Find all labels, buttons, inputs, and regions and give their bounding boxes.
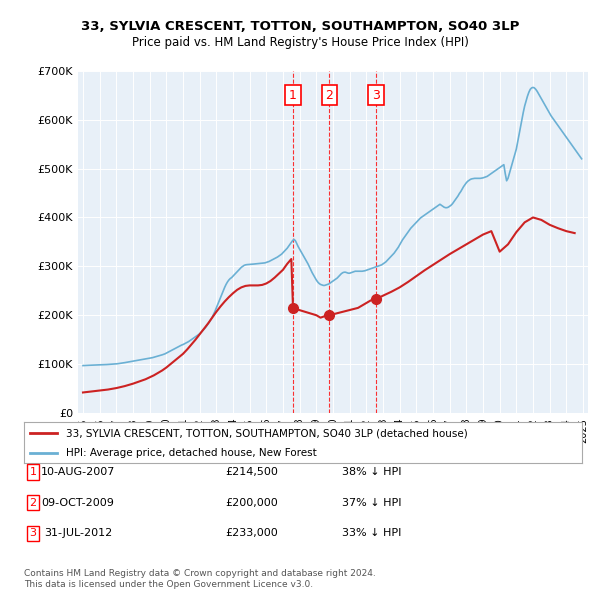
Text: 37% ↓ HPI: 37% ↓ HPI xyxy=(342,498,402,507)
Text: This data is licensed under the Open Government Licence v3.0.: This data is licensed under the Open Gov… xyxy=(24,579,313,589)
Text: 38% ↓ HPI: 38% ↓ HPI xyxy=(342,467,402,477)
Text: Price paid vs. HM Land Registry's House Price Index (HPI): Price paid vs. HM Land Registry's House … xyxy=(131,36,469,49)
Text: 2: 2 xyxy=(325,88,333,101)
Text: 09-OCT-2009: 09-OCT-2009 xyxy=(41,498,115,507)
Text: HPI: Average price, detached house, New Forest: HPI: Average price, detached house, New … xyxy=(66,448,317,458)
Text: £233,000: £233,000 xyxy=(226,529,278,538)
Text: 33% ↓ HPI: 33% ↓ HPI xyxy=(343,529,401,538)
Text: £200,000: £200,000 xyxy=(226,498,278,507)
Text: 2: 2 xyxy=(29,498,37,507)
Text: 10-AUG-2007: 10-AUG-2007 xyxy=(41,467,115,477)
Text: 3: 3 xyxy=(29,529,37,538)
Text: Contains HM Land Registry data © Crown copyright and database right 2024.: Contains HM Land Registry data © Crown c… xyxy=(24,569,376,578)
Text: 33, SYLVIA CRESCENT, TOTTON, SOUTHAMPTON, SO40 3LP: 33, SYLVIA CRESCENT, TOTTON, SOUTHAMPTON… xyxy=(81,20,519,33)
Text: 1: 1 xyxy=(29,467,37,477)
Text: £214,500: £214,500 xyxy=(226,467,278,477)
Text: 33, SYLVIA CRESCENT, TOTTON, SOUTHAMPTON, SO40 3LP (detached house): 33, SYLVIA CRESCENT, TOTTON, SOUTHAMPTON… xyxy=(66,428,467,438)
Text: 3: 3 xyxy=(372,88,380,101)
Text: 31-JUL-2012: 31-JUL-2012 xyxy=(44,529,112,538)
Text: 1: 1 xyxy=(289,88,297,101)
